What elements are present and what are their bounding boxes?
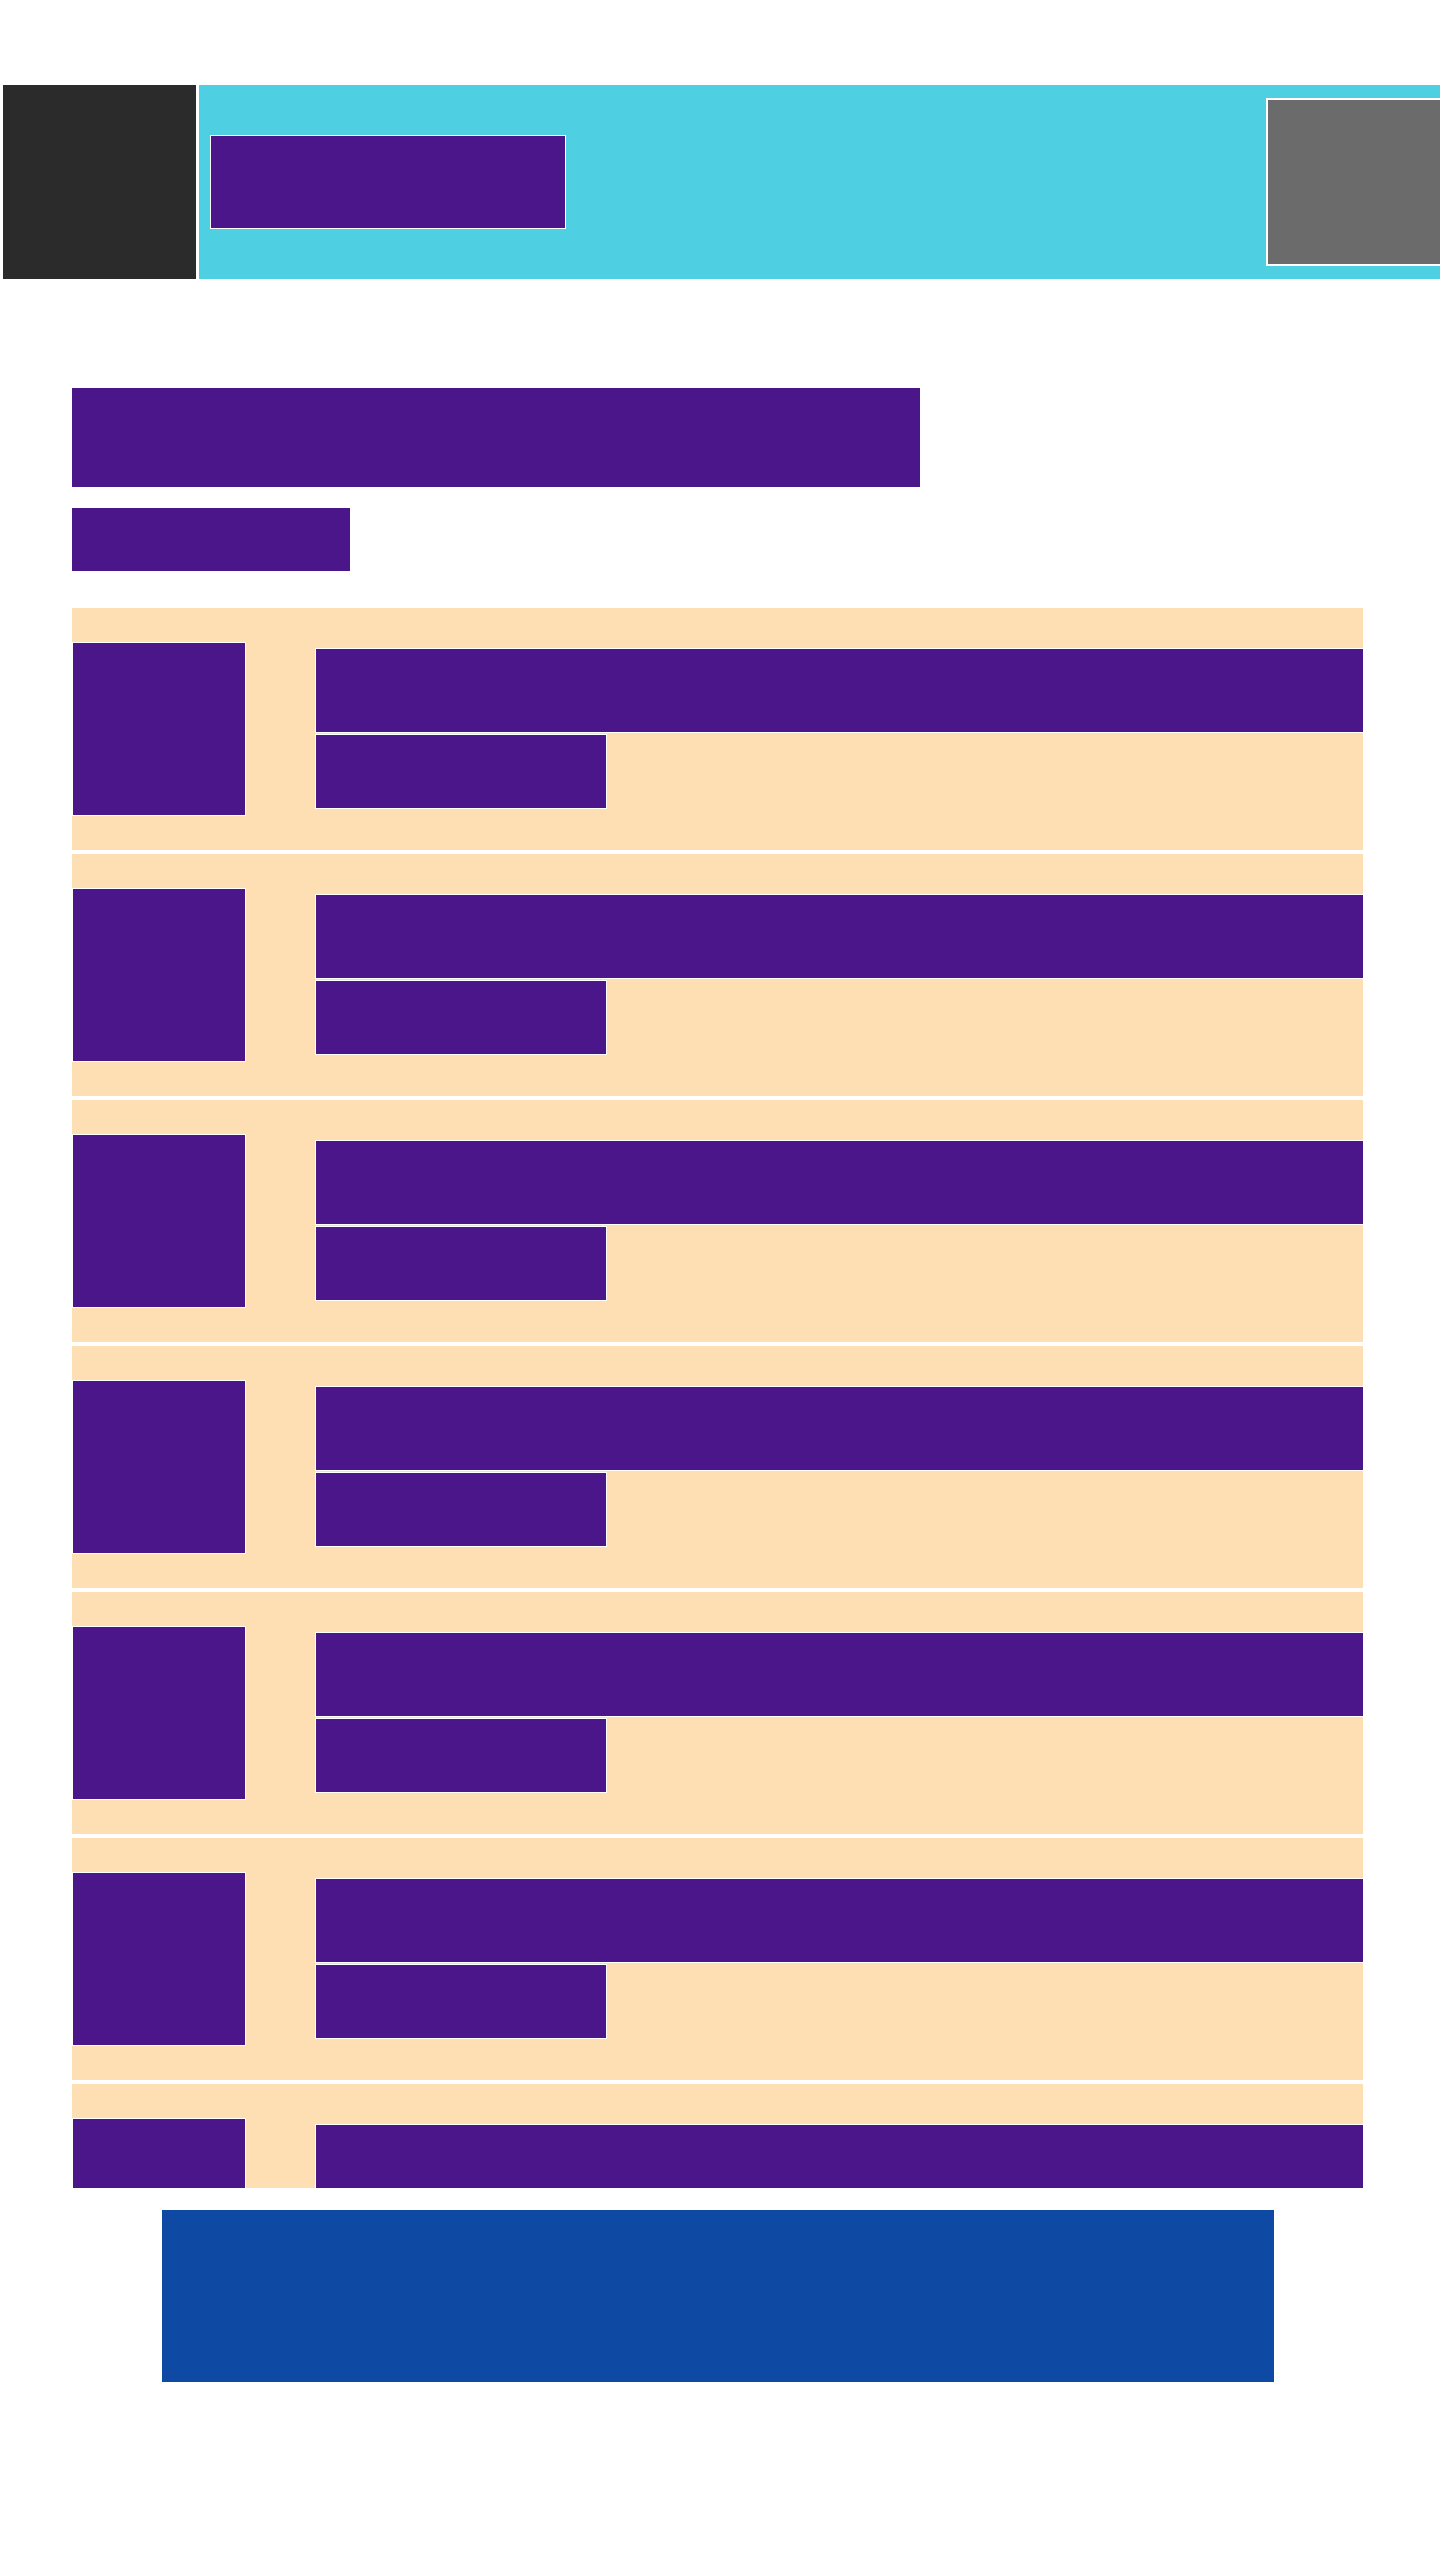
item-meta [315,1964,607,2039]
item-thumbnail [72,1380,246,1554]
list-item[interactable] [72,1838,1363,2080]
item-thumbnail [72,1626,246,1800]
item-thumbnail [72,888,246,1062]
primary-action-button[interactable] [162,2210,1274,2382]
item-thumbnail [72,1134,246,1308]
avatar[interactable] [1266,98,1440,266]
item-meta [315,980,607,1055]
item-title [315,2124,1363,2188]
item-title [315,648,1363,733]
item-title [315,1386,1363,1471]
list-item[interactable] [72,2084,1363,2188]
item-title [315,1140,1363,1225]
item-title [315,894,1363,979]
list-item[interactable] [72,854,1363,1096]
page-subtitle [72,508,350,571]
item-meta [315,1718,607,1793]
item-thumbnail [72,2118,246,2188]
list-item[interactable] [72,1346,1363,1588]
item-thumbnail [72,1872,246,2046]
item-list [72,608,1363,2188]
list-item[interactable] [72,608,1363,850]
nav-drawer-button[interactable] [3,85,196,279]
item-thumbnail [72,642,246,816]
item-meta [315,734,607,809]
list-item[interactable] [72,1100,1363,1342]
page-title [72,388,920,487]
item-title [315,1878,1363,1963]
item-meta [315,1472,607,1547]
app-header [0,85,1440,279]
list-item[interactable] [72,1592,1363,1834]
item-meta [315,1226,607,1301]
item-title [315,1632,1363,1717]
app-title [210,135,566,229]
